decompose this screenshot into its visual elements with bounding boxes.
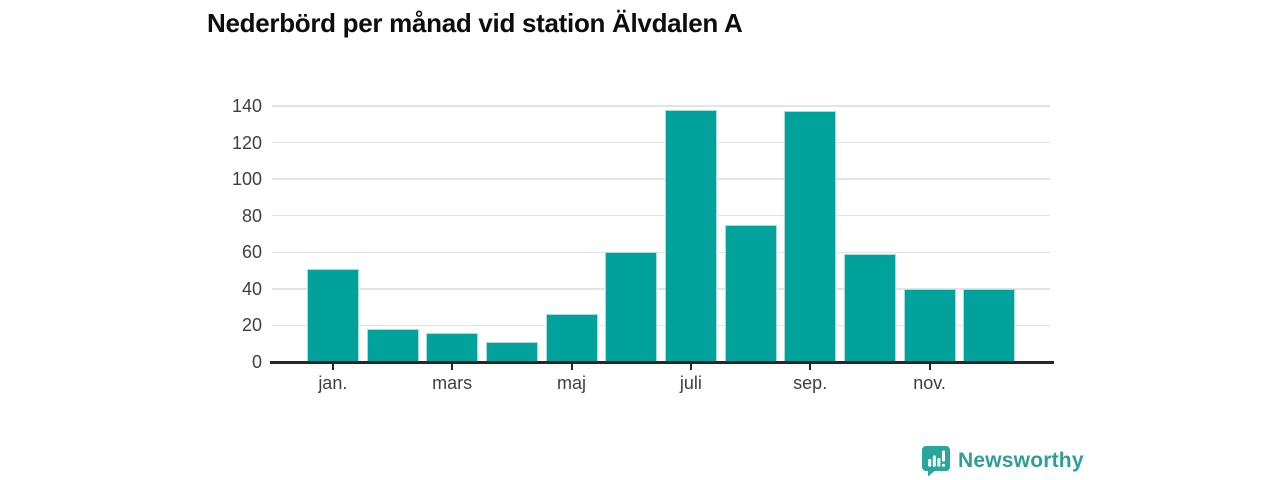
y-axis-tick-label: 20: [241, 315, 262, 336]
y-axis-tick-label: 60: [241, 242, 262, 263]
y-axis-tick-label: 0: [251, 352, 262, 372]
newsworthy-bar-chart-bubble-icon: [922, 446, 950, 477]
x-axis-tick-label: mars: [432, 373, 473, 393]
bar-okt: [843, 254, 896, 362]
bar-feb: [366, 329, 419, 362]
newsworthy-logo-text: Newsworthy: [958, 449, 1084, 472]
bar-jan: [306, 268, 359, 362]
x-axis-line: [270, 361, 1054, 364]
gridline-y-40: [272, 288, 1050, 290]
gridline-y-80: [272, 214, 1050, 217]
x-axis-tick: [451, 363, 454, 370]
gridline-y-120: [272, 141, 1050, 144]
bar-nov: [903, 288, 956, 362]
gridline-y-100: [272, 178, 1050, 180]
x-axis-tick-label: sep.: [793, 373, 828, 393]
x-axis-tick: [689, 363, 692, 370]
x-axis-tick-label: nov.: [913, 373, 946, 393]
gridline-y-140: [272, 105, 1050, 107]
gridline-y-20: [272, 324, 1050, 327]
newsworthy-logo: Newsworthy: [921, 445, 1084, 477]
x-axis-tick-label: jan.: [318, 373, 348, 393]
y-axis-tick-label: 40: [241, 278, 262, 299]
x-axis-tick: [928, 363, 931, 370]
y-axis-tick-label: 120: [231, 132, 262, 153]
y-axis-tick-label: 100: [231, 169, 262, 190]
bar-juni: [605, 252, 658, 362]
bar-sep: [784, 111, 837, 362]
x-axis-tick-label: juli: [679, 373, 702, 393]
x-axis-tick: [570, 363, 573, 370]
y-axis-tick-label: 140: [231, 96, 262, 116]
x-axis-tick-label: maj: [556, 373, 586, 393]
bar-april: [485, 341, 538, 362]
bar-mars: [426, 332, 479, 362]
chart-title: Nederbörd per månad vid station Älvdalen…: [207, 8, 743, 38]
x-axis-tick: [331, 363, 334, 370]
bar-maj: [545, 314, 598, 362]
x-axis-tick: [809, 363, 812, 370]
bar-aug: [724, 224, 777, 362]
y-axis-tick-label: 80: [241, 205, 262, 226]
bar-dec: [963, 288, 1016, 362]
gridline-y-60: [272, 251, 1050, 254]
bar-juli: [664, 109, 717, 362]
